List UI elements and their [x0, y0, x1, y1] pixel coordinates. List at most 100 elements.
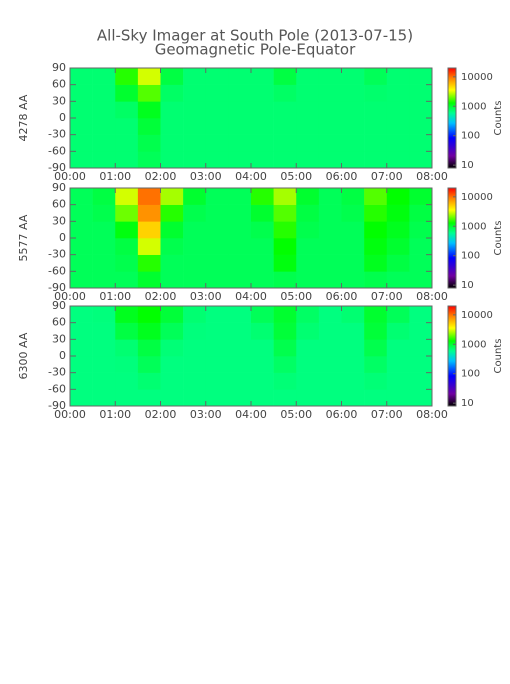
heat-cell [70, 151, 93, 169]
heat-cell [386, 204, 410, 222]
heat-cell [273, 221, 297, 239]
x-tick-label: 08:00 [416, 408, 448, 421]
heat-cell [183, 372, 207, 390]
x-tick-label: 07:00 [371, 170, 403, 183]
heat-cell [137, 188, 161, 205]
heat-cell [296, 271, 320, 289]
heat-cell [251, 238, 274, 255]
heat-cell [183, 68, 207, 85]
heat-cell [318, 221, 342, 239]
heat-cell [341, 134, 365, 152]
heat-cell [70, 134, 93, 152]
heat-cell [296, 238, 320, 255]
heat-cell [386, 118, 410, 135]
heat-cell [318, 101, 342, 119]
y-tick-label: 0 [59, 231, 66, 244]
heat-cell [183, 134, 207, 152]
heat-cell [296, 322, 320, 340]
heat-cell [273, 254, 297, 272]
heat-cell [341, 356, 365, 373]
heat-cell [228, 151, 252, 169]
heat-cell [409, 339, 433, 357]
heat-cell [160, 254, 184, 272]
heat-cell [364, 372, 388, 390]
heat-cell [296, 84, 320, 102]
heat-cell [364, 134, 388, 152]
heat-cell [92, 271, 116, 289]
heat-cell [364, 188, 388, 205]
heat-cell [205, 254, 229, 272]
heat-cell [115, 339, 139, 357]
heat-cell [341, 221, 365, 239]
y-tick-label: 90 [52, 61, 66, 74]
heat-cell [137, 389, 161, 407]
heat-cell [318, 271, 342, 289]
heat-cell [205, 101, 229, 119]
heat-cell [318, 151, 342, 169]
heat-cell [92, 84, 116, 102]
heat-cell [115, 134, 139, 152]
heat-cell [205, 134, 229, 152]
heat-cell [228, 101, 252, 119]
heat-cell [115, 84, 139, 102]
heat-cell [251, 68, 274, 85]
heat-cell [364, 322, 388, 340]
heat-cell [251, 118, 274, 135]
heat-cell [228, 356, 252, 373]
heat-cell [115, 356, 139, 373]
y-tick-label: 90 [52, 299, 66, 312]
heat-cell [205, 271, 229, 289]
heat-cell [409, 254, 433, 272]
heat-cell [205, 68, 229, 85]
x-tick-label: 00:00 [54, 290, 86, 303]
heat-cell [341, 271, 365, 289]
heat-cell [160, 134, 184, 152]
heat-cell [251, 84, 274, 102]
heat-cell [183, 322, 207, 340]
heat-cell [92, 188, 116, 205]
x-tick-label: 05:00 [280, 408, 312, 421]
heat-cell [115, 271, 139, 289]
heat-cell [228, 221, 252, 239]
heat-cell [70, 372, 93, 390]
heat-cell [205, 356, 229, 373]
heat-cell [160, 322, 184, 340]
heat-cell [137, 101, 161, 119]
heat-cell [205, 372, 229, 390]
y-axis-label: 6300 AA [17, 332, 30, 379]
heat-cell [273, 339, 297, 357]
y-tick-label: -60 [48, 264, 66, 277]
heat-cell [386, 134, 410, 152]
heat-cell [409, 271, 433, 289]
heat-cell [318, 372, 342, 390]
heat-cell [409, 238, 433, 255]
heat-cell [318, 356, 342, 373]
heat-cell [228, 134, 252, 152]
heat-cell [137, 322, 161, 340]
heat-cell [70, 188, 93, 205]
heat-cell [251, 188, 274, 205]
heat-cell [92, 389, 116, 407]
x-tick-label: 03:00 [190, 290, 222, 303]
heat-cell [409, 204, 433, 222]
heat-cell [137, 372, 161, 390]
heat-cell [160, 356, 184, 373]
heat-cell [273, 322, 297, 340]
heat-cell [364, 389, 388, 407]
heat-cell [341, 118, 365, 135]
heat-cell [70, 101, 93, 119]
heat-cell [205, 322, 229, 340]
y-tick-label: 60 [52, 78, 66, 91]
heat-cell [137, 254, 161, 272]
heat-cell [386, 221, 410, 239]
y-tick-label: -30 [48, 128, 66, 141]
x-tick-label: 05:00 [280, 170, 312, 183]
heat-cell [341, 254, 365, 272]
chart-subtitle: Geomagnetic Pole-Equator [155, 41, 356, 59]
heat-cell [92, 238, 116, 255]
heat-cell [70, 238, 93, 255]
heat-cell [386, 306, 410, 323]
heat-cell [92, 118, 116, 135]
heat-cell [296, 134, 320, 152]
heat-cell [183, 221, 207, 239]
